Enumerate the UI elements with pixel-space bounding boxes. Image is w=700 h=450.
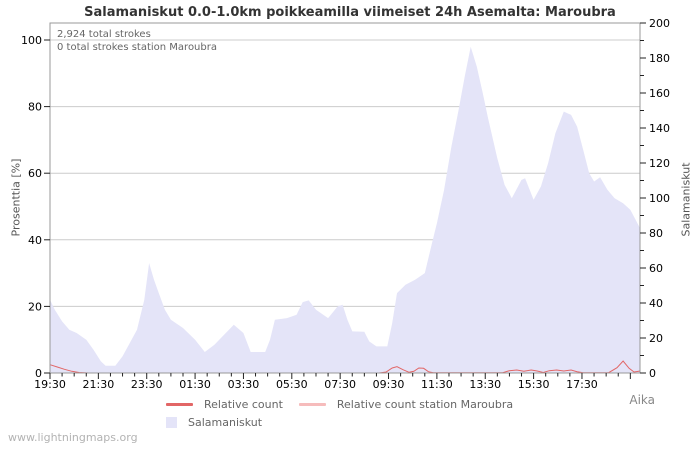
svg-text:180: 180	[649, 52, 670, 65]
svg-text:09:30: 09:30	[373, 378, 405, 391]
svg-text:40: 40	[649, 297, 663, 310]
legend-row-lines: Relative count Relative count station Ma…	[166, 398, 513, 411]
svg-text:20: 20	[28, 300, 42, 313]
legend-row-area: Salamaniskut	[166, 416, 513, 429]
svg-text:200: 200	[649, 17, 670, 30]
svg-text:0: 0	[649, 367, 656, 380]
svg-text:60: 60	[649, 262, 663, 275]
svg-text:100: 100	[649, 192, 670, 205]
svg-text:19:30: 19:30	[34, 378, 66, 391]
svg-text:160: 160	[649, 87, 670, 100]
annotation-total-strokes: 2,924 total strokes	[57, 29, 151, 40]
svg-text:120: 120	[649, 157, 670, 170]
legend-label-relative-count-station: Relative count station Maroubra	[336, 398, 514, 411]
chart-title: Salamaniskut 0.0-1.0km poikkeamilla viim…	[84, 5, 616, 20]
svg-text:20: 20	[649, 332, 663, 345]
legend-label-salamaniskut: Salamaniskut	[188, 416, 263, 429]
svg-text:05:30: 05:30	[276, 378, 308, 391]
x-axis-title: Aika	[629, 393, 655, 407]
svg-text:80: 80	[28, 101, 42, 114]
svg-text:11:30: 11:30	[421, 378, 453, 391]
legend-swatch-relative-count-station	[298, 403, 326, 406]
svg-text:21:30: 21:30	[83, 378, 115, 391]
legend-swatch-salamaniskut	[166, 417, 177, 428]
svg-text:15:30: 15:30	[518, 378, 550, 391]
svg-text:60: 60	[28, 167, 42, 180]
svg-text:140: 140	[649, 122, 670, 135]
svg-text:13:30: 13:30	[469, 378, 501, 391]
legend: Relative count Relative count station Ma…	[166, 398, 513, 434]
svg-text:100: 100	[21, 34, 42, 47]
svg-text:03:30: 03:30	[228, 378, 260, 391]
svg-text:80: 80	[649, 227, 663, 240]
annotation-station-strokes: 0 total strokes station Maroubra	[57, 42, 217, 53]
svg-text:40: 40	[28, 234, 42, 247]
y-axis-title-right: Salamaniskut	[679, 162, 693, 237]
svg-text:23:30: 23:30	[131, 378, 163, 391]
legend-swatch-relative-count	[166, 403, 193, 406]
y-axis-title-left: Prosenttia [%]	[9, 158, 23, 237]
watermark: www.lightningmaps.org	[8, 431, 138, 444]
svg-text:01:30: 01:30	[179, 378, 211, 391]
legend-label-relative-count: Relative count	[204, 398, 283, 411]
svg-text:0: 0	[35, 367, 42, 380]
svg-text:17:30: 17:30	[566, 378, 598, 391]
svg-text:07:30: 07:30	[324, 378, 356, 391]
